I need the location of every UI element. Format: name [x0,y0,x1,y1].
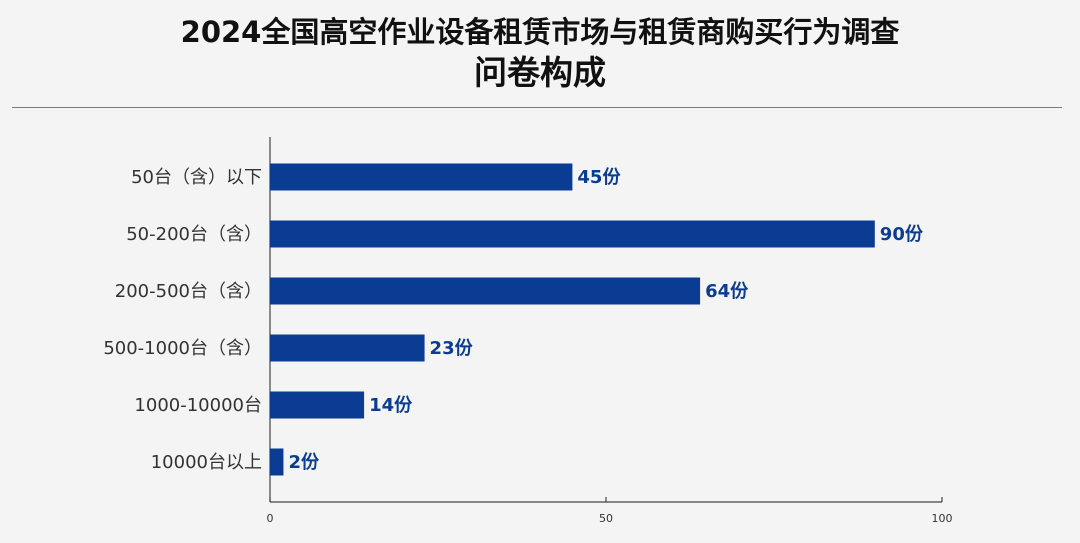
bar [270,334,425,362]
category-label: 500-1000台（含） [103,338,262,359]
chart-title: 2024全国高空作业设备租赁市场与租赁商购买行为调查 问卷构成 [0,12,1080,94]
bar [270,163,573,191]
data-label: 64份 [705,280,749,302]
x-tick-label: 50 [599,512,613,525]
bar [270,277,701,305]
data-label: 23份 [430,337,474,359]
category-label: 10000台以上 [151,452,262,473]
bar [270,220,875,248]
title-divider [12,107,1062,108]
category-label: 200-500台（含） [115,281,262,302]
chart-title-line2: 问卷构成 [474,53,606,92]
category-label: 1000-10000台 [134,395,262,416]
data-label: 2份 [288,451,320,473]
x-tick-label: 0 [267,512,274,525]
category-label: 50台（含）以下 [131,167,262,188]
chart-title-line1: 2024全国高空作业设备租赁市场与租赁商购买行为调查 [180,15,900,49]
data-label: 14份 [369,394,413,416]
data-label: 45份 [577,166,621,188]
bar [270,391,365,419]
x-tick-label: 100 [932,512,953,525]
category-label: 50-200台（含） [126,224,262,245]
data-label: 90份 [880,223,924,245]
bar [270,448,284,476]
